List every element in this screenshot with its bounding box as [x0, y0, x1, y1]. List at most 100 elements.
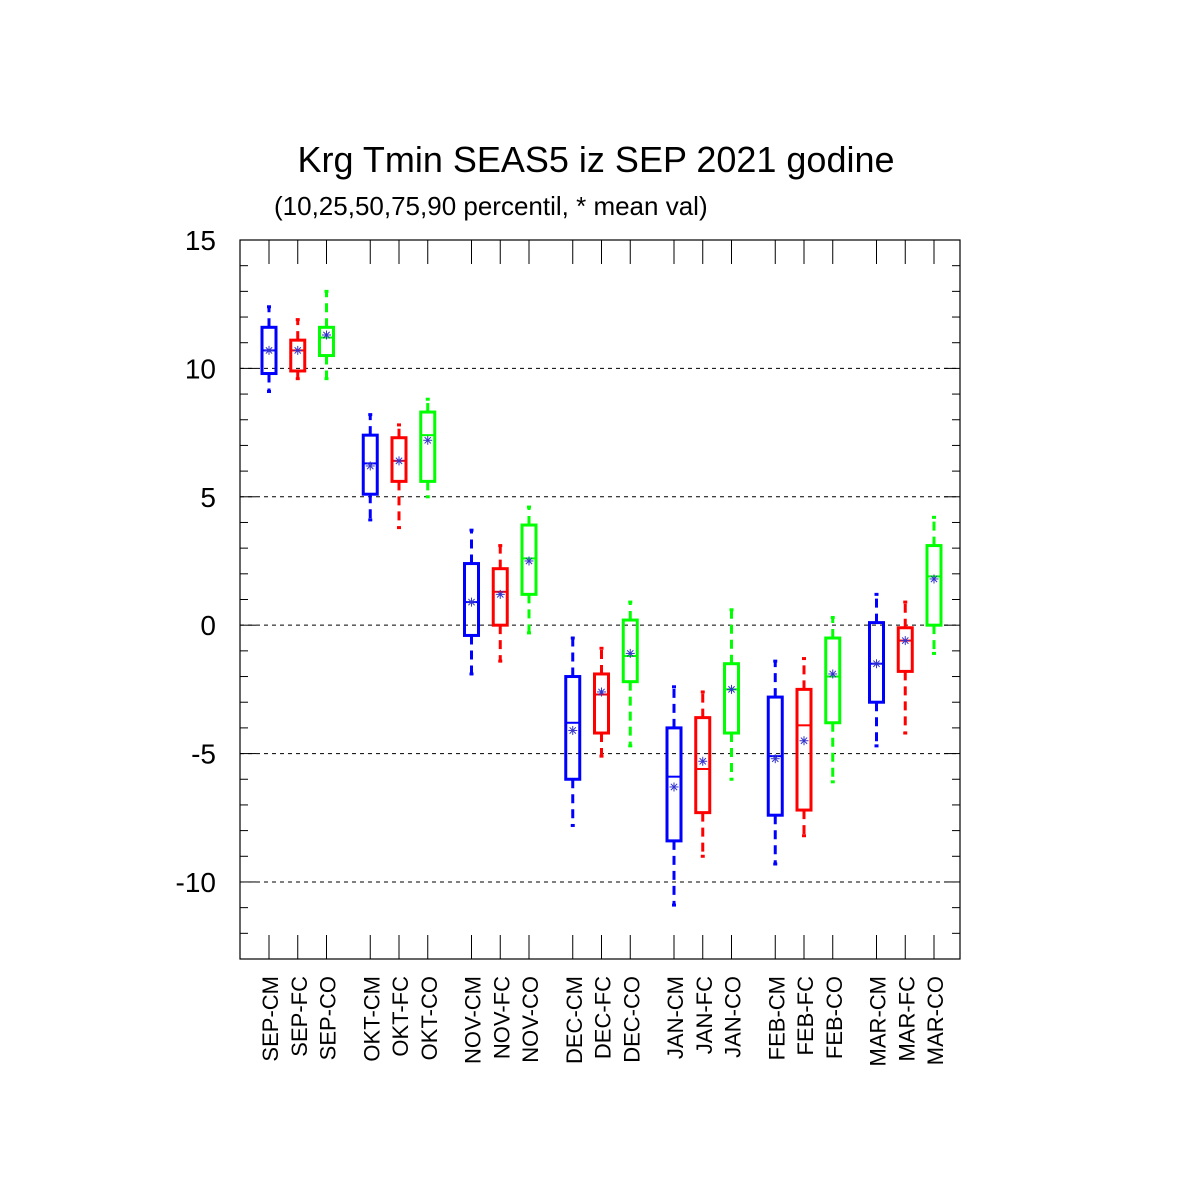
- x-tick-label: MAR-FC: [894, 976, 919, 1062]
- y-tick-label: -10: [176, 867, 216, 898]
- box-sep-fc: [289, 318, 307, 381]
- mean-marker-stroke: [597, 688, 606, 696]
- box-dec-co: [621, 600, 639, 748]
- mean-marker: [394, 456, 404, 466]
- mean-marker: [365, 461, 375, 471]
- box-iqr: [593, 672, 610, 735]
- box-nov-cm: [463, 528, 480, 676]
- mean-marker-stroke: [395, 457, 403, 465]
- x-tick-label: SEP-CO: [316, 976, 341, 1060]
- box-iqr: [564, 675, 582, 781]
- grid-lines: [240, 239, 960, 883]
- box-feb-cm: [766, 659, 784, 866]
- x-tick-label: MAR-CM: [866, 976, 891, 1066]
- box-feb-fc: [795, 657, 813, 838]
- y-tick-label: -5: [191, 739, 216, 770]
- box-mar-co: [925, 515, 943, 655]
- box-iqr: [361, 433, 379, 496]
- x-tick-label: JAN-FC: [692, 976, 717, 1054]
- box-nov-fc: [491, 544, 509, 663]
- mean-marker-stroke: [322, 331, 331, 339]
- box-iqr: [621, 618, 639, 684]
- mean-marker: [770, 754, 780, 764]
- x-tick-label: SEP-FC: [287, 976, 312, 1057]
- x-tick-label: JAN-CO: [721, 976, 746, 1058]
- mean-marker-stroke: [496, 590, 504, 598]
- mean-marker-stroke: [294, 346, 302, 354]
- chart-subtitle: (10,25,50,75,90 percentil, * mean val): [274, 191, 708, 221]
- plot-frame: [239, 239, 961, 960]
- box-iqr: [491, 567, 509, 627]
- mean-marker-stroke: [699, 757, 707, 765]
- mean-marker-stroke: [670, 783, 678, 791]
- x-tick-label: FEB-FC: [793, 976, 818, 1056]
- x-tick-label: NOV-CM: [461, 976, 486, 1064]
- mean-marker: [467, 597, 476, 607]
- box-jan-co: [723, 608, 740, 781]
- x-tick-label: JAN-CM: [663, 976, 688, 1059]
- x-tick-label: FEB-CM: [764, 976, 789, 1060]
- mean-marker-stroke: [727, 685, 736, 693]
- y-tick-label: 10: [185, 353, 216, 384]
- y-tick-label: 0: [200, 610, 216, 641]
- mean-marker: [929, 574, 939, 584]
- chart-title: Krg Tmin SEAS5 iz SEP 2021 godine: [297, 139, 894, 180]
- box-okt-co: [419, 397, 437, 499]
- box-mar-fc: [896, 600, 914, 735]
- box-iqr: [896, 626, 914, 673]
- mean-marker: [698, 756, 708, 766]
- mean-marker: [625, 648, 635, 658]
- box-iqr: [925, 544, 943, 627]
- mean-marker-stroke: [771, 755, 779, 763]
- y-axis: 15 10 5 0 -5 -10: [176, 225, 960, 960]
- mean-marker-stroke: [366, 462, 374, 470]
- mean-marker: [727, 684, 736, 694]
- box-dec-fc: [593, 646, 610, 758]
- x-tick-label: DEC-CM: [562, 976, 587, 1064]
- box-series: [260, 289, 943, 907]
- x-tick-label: DEC-CO: [619, 976, 644, 1063]
- x-tick-label: SEP-CM: [258, 976, 283, 1062]
- box-iqr: [795, 687, 813, 812]
- mean-marker: [828, 669, 838, 679]
- box-iqr: [868, 621, 885, 704]
- mean-marker-stroke: [872, 660, 881, 668]
- x-axis: SEP-CM SEP-FC SEP-CO OKT-CM OKT-FC OKT-CO NOV-…: [258, 240, 948, 1066]
- box-sep-co: [318, 289, 335, 381]
- box-iqr: [723, 662, 740, 735]
- mean-marker: [264, 345, 274, 355]
- mean-marker: [524, 556, 534, 566]
- mean-marker-stroke: [467, 598, 476, 606]
- x-tick-label: OKT-FC: [388, 976, 413, 1057]
- mean-marker-stroke: [525, 557, 533, 565]
- mean-marker: [322, 330, 331, 340]
- mean-marker-stroke: [800, 737, 808, 745]
- mean-marker-stroke: [265, 346, 273, 354]
- box-iqr: [289, 338, 307, 373]
- x-tick-label: NOV-CO: [518, 976, 543, 1063]
- x-tick-label: OKT-CM: [359, 976, 384, 1062]
- box-iqr: [390, 436, 408, 483]
- x-tick-label: DEC-FC: [591, 976, 616, 1059]
- mean-marker-stroke: [626, 649, 634, 657]
- mean-marker: [669, 782, 679, 792]
- x-tick-label: OKT-CO: [417, 976, 442, 1060]
- box-mar-cm: [868, 592, 885, 748]
- box-iqr: [694, 716, 712, 815]
- box-feb-co: [824, 615, 842, 784]
- mean-marker: [597, 687, 606, 697]
- box-okt-fc: [390, 423, 408, 530]
- box-iqr: [419, 410, 437, 483]
- mean-marker-stroke: [569, 726, 577, 734]
- mean-marker: [495, 589, 505, 599]
- mean-marker: [799, 736, 809, 746]
- mean-marker-stroke: [901, 637, 909, 645]
- box-jan-fc: [694, 690, 712, 858]
- mean-marker-stroke: [930, 575, 938, 583]
- y-tick-label: 5: [200, 482, 216, 513]
- box-okt-cm: [361, 413, 379, 522]
- box-iqr: [520, 523, 538, 596]
- mean-marker: [293, 345, 303, 355]
- x-tick-label: MAR-CO: [923, 976, 948, 1065]
